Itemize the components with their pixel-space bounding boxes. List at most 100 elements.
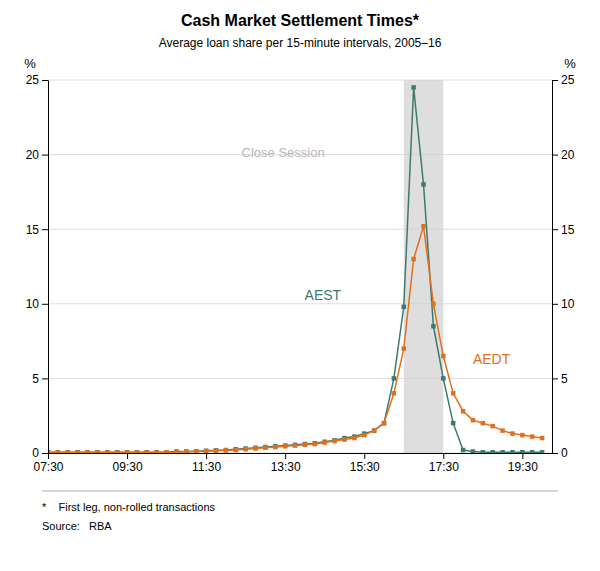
- series-marker: [105, 450, 110, 453]
- series-marker: [194, 449, 199, 453]
- y-axis-tick: 0: [32, 446, 48, 460]
- series-marker: [372, 428, 377, 433]
- series-marker: [243, 446, 248, 451]
- x-tick-label: 19:30: [508, 460, 538, 474]
- y-axis-tick: 20: [26, 148, 48, 162]
- series-marker: [520, 433, 525, 438]
- x-tick: 19:30: [508, 453, 538, 474]
- series-marker: [273, 444, 278, 449]
- series-marker: [332, 438, 337, 443]
- series-marker: [431, 324, 436, 329]
- series-marker: [85, 450, 90, 453]
- series-marker: [303, 442, 308, 447]
- y-axis: 0510152025: [26, 73, 49, 460]
- x-tick-label: 15:30: [350, 460, 380, 474]
- series-line: [48, 226, 542, 452]
- series-marker: [313, 442, 318, 447]
- series-marker: [322, 440, 327, 445]
- y-axis-title: %: [24, 56, 36, 71]
- series-marker: [510, 450, 515, 453]
- series-marker: [352, 436, 357, 441]
- y-axis-tick-label: 25: [26, 73, 40, 87]
- series-marker: [490, 424, 495, 429]
- series-marker: [95, 450, 100, 453]
- series-marker: [154, 450, 159, 453]
- x-tick: 15:30: [350, 453, 380, 474]
- series-marker: [273, 445, 278, 450]
- grid-line: [48, 378, 552, 379]
- series-marker: [145, 450, 150, 453]
- y2-axis-tick-mark: [552, 453, 558, 454]
- x-tick-label: 13:30: [271, 460, 301, 474]
- series-marker: [411, 85, 416, 90]
- series-marker: [224, 448, 229, 453]
- series-marker: [184, 449, 189, 453]
- series-marker: [234, 448, 239, 453]
- series-marker: [510, 431, 515, 436]
- series-marker: [313, 441, 318, 446]
- series-marker: [105, 450, 110, 453]
- y-axis-tick-label: 0: [32, 446, 39, 460]
- y2-axis-title: %: [564, 56, 576, 71]
- series-marker: [56, 450, 61, 453]
- series-marker: [66, 450, 71, 453]
- series-marker: [372, 428, 377, 433]
- separator: [42, 491, 558, 492]
- series-marker: [115, 450, 120, 453]
- series-marker: [154, 450, 159, 453]
- series-marker: [164, 450, 169, 453]
- series-marker: [402, 305, 407, 310]
- y2-axis-tick-mark: [552, 80, 558, 81]
- y2-axis-tick-mark: [552, 229, 558, 230]
- series-marker: [66, 450, 71, 453]
- y-axis-tick-mark: [42, 229, 48, 230]
- y-axis-tick: 5: [32, 372, 48, 386]
- series-marker: [540, 450, 545, 453]
- series-marker: [164, 450, 169, 453]
- y-axis-tick-label: 15: [26, 223, 40, 237]
- series-marker: [135, 450, 140, 453]
- shaded-span: [404, 80, 444, 453]
- y2-axis-tick-mark: [552, 378, 558, 379]
- series-marker: [214, 448, 219, 453]
- y-axis-tick: 25: [26, 73, 48, 87]
- series-marker: [253, 446, 258, 451]
- y2-axis-tick-label: 10: [561, 297, 575, 311]
- series-marker: [135, 450, 140, 453]
- series-marker: [243, 447, 248, 452]
- series-marker: [303, 443, 308, 448]
- series-marker: [293, 443, 298, 448]
- y2-axis-tick: 25: [552, 73, 575, 87]
- series-marker: [431, 302, 436, 307]
- series-marker: [283, 443, 288, 448]
- y2-axis-tick-label: 20: [561, 148, 575, 162]
- series-marker: [392, 391, 397, 396]
- y-axis-tick-mark: [42, 80, 48, 81]
- series-marker: [441, 376, 446, 381]
- y-axis-tick-mark: [42, 378, 48, 379]
- annotation: AEST: [305, 287, 342, 303]
- x-tick-mark: [364, 453, 365, 459]
- y2-axis-tick-mark: [552, 304, 558, 305]
- series-marker: [402, 346, 407, 351]
- x-tick-mark: [285, 453, 286, 459]
- series-marker: [234, 447, 239, 452]
- x-tick: 17:30: [429, 453, 459, 474]
- y-axis-tick-mark: [42, 304, 48, 305]
- series-marker: [471, 449, 476, 453]
- x-tick-mark: [206, 453, 207, 459]
- x-tick-label: 07:30: [33, 460, 63, 474]
- y-axis-tick-mark: [42, 453, 48, 454]
- series-marker: [342, 437, 347, 442]
- series-marker: [411, 257, 416, 262]
- series-marker: [530, 434, 535, 439]
- series-marker: [490, 450, 495, 453]
- y-axis-tick-label: 5: [32, 372, 39, 386]
- axis-line: [552, 81, 553, 454]
- series-marker: [125, 450, 130, 453]
- series-marker: [382, 421, 387, 426]
- x-tick-mark: [522, 453, 523, 459]
- y2-axis: 0510152025: [552, 73, 575, 460]
- grid: [48, 80, 552, 453]
- y2-axis-tick: 0: [552, 446, 568, 460]
